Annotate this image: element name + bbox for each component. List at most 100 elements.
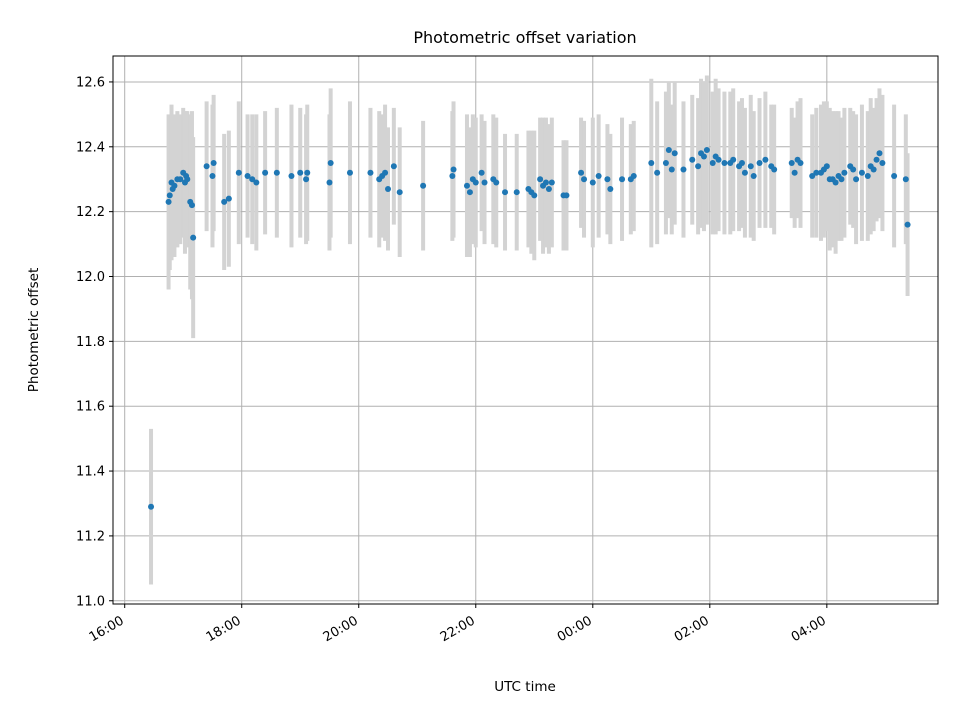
- data-point: [420, 182, 427, 189]
- data-point: [797, 160, 804, 167]
- data-point: [850, 166, 857, 173]
- y-tick-label: 11.6: [76, 400, 105, 415]
- data-point: [367, 169, 374, 176]
- x-tick-label: 02:00: [672, 613, 712, 645]
- data-point: [703, 147, 710, 154]
- data-point: [481, 179, 488, 186]
- data-point: [190, 234, 197, 241]
- data-point: [771, 166, 778, 173]
- data-point: [148, 503, 155, 510]
- y-axis-ticks: 11.0 11.2 11.4 11.6 11.8 12.0 12.2 12.4 12.6: [76, 75, 113, 609]
- data-point: [166, 192, 173, 199]
- data-point: [581, 176, 588, 183]
- y-tick-label: 12.2: [76, 205, 105, 220]
- x-axis-label: UTC time: [494, 679, 556, 695]
- x-tick-label: 16:00: [87, 613, 127, 645]
- y-tick-label: 11.2: [76, 529, 105, 544]
- y-tick-label: 12.0: [76, 270, 105, 285]
- data-point: [203, 163, 210, 170]
- data-point: [756, 160, 763, 167]
- data-point: [788, 160, 795, 167]
- data-point: [841, 169, 848, 176]
- data-point: [225, 195, 232, 202]
- data-point: [747, 163, 754, 170]
- data-point: [184, 176, 191, 183]
- data-point: [870, 166, 877, 173]
- data-point: [542, 179, 549, 186]
- data-point: [671, 150, 678, 157]
- data-point: [604, 176, 611, 183]
- data-point: [891, 172, 898, 179]
- data-point: [741, 169, 748, 176]
- data-point: [502, 189, 509, 196]
- data-point: [303, 176, 310, 183]
- data-point: [472, 179, 479, 186]
- data-point: [750, 172, 757, 179]
- data-point: [665, 147, 672, 154]
- data-point: [879, 160, 886, 167]
- data-point: [221, 198, 228, 205]
- data-point: [235, 169, 242, 176]
- data-point: [346, 169, 353, 176]
- data-point: [832, 179, 839, 186]
- data-point: [326, 179, 333, 186]
- data-point: [791, 169, 798, 176]
- data-point: [396, 189, 403, 196]
- data-point: [385, 185, 391, 192]
- data-point: [607, 185, 614, 192]
- data-point: [463, 182, 470, 189]
- chart-title: Photometric offset variation: [413, 28, 636, 47]
- data-point: [709, 160, 716, 167]
- data-point: [493, 179, 500, 186]
- data-point: [858, 169, 865, 176]
- data-point: [327, 160, 334, 167]
- x-tick-label: 04:00: [789, 613, 829, 645]
- data-point: [548, 179, 555, 186]
- data-point: [876, 150, 883, 157]
- data-point: [563, 192, 570, 199]
- x-tick-label: 22:00: [438, 613, 478, 645]
- x-tick-label: 00:00: [555, 613, 595, 645]
- data-point: [648, 160, 655, 167]
- data-point: [589, 179, 596, 186]
- data-point: [262, 169, 269, 176]
- data-point: [513, 189, 520, 196]
- data-point: [904, 221, 911, 228]
- data-point: [619, 176, 626, 183]
- y-tick-label: 12.6: [76, 75, 105, 90]
- data-point: [813, 169, 820, 176]
- data-point: [478, 169, 485, 176]
- data-point: [466, 189, 473, 196]
- data-point: [902, 176, 909, 183]
- data-point: [873, 156, 880, 163]
- data-points: [148, 147, 911, 510]
- data-point: [823, 163, 830, 170]
- data-point: [700, 153, 707, 160]
- data-point: [209, 172, 216, 179]
- data-point: [531, 192, 538, 199]
- data-point: [721, 160, 728, 167]
- data-point: [578, 169, 585, 176]
- data-point: [297, 169, 304, 176]
- data-point: [654, 169, 661, 176]
- data-point: [762, 156, 769, 163]
- data-point: [537, 176, 544, 183]
- data-point: [188, 202, 195, 209]
- data-point: [809, 172, 816, 179]
- data-point: [715, 156, 722, 163]
- data-point: [838, 176, 845, 183]
- data-point: [662, 160, 669, 167]
- data-point: [864, 172, 871, 179]
- y-tick-label: 11.4: [76, 465, 105, 480]
- data-point: [244, 172, 251, 179]
- y-tick-label: 11.0: [76, 594, 105, 609]
- data-point: [680, 166, 687, 173]
- data-point: [382, 169, 389, 176]
- data-point: [630, 172, 637, 179]
- data-point: [249, 176, 256, 183]
- data-point: [390, 163, 397, 170]
- data-point: [171, 182, 178, 189]
- data-point: [449, 172, 456, 179]
- x-tick-label: 20:00: [321, 613, 361, 645]
